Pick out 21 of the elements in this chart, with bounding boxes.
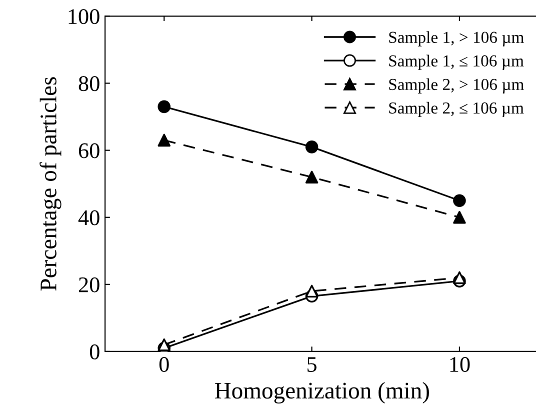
point [305, 284, 318, 298]
y-tick-label: 20 [78, 277, 100, 292]
y-axis-title: Percentage of particles [40, 77, 62, 291]
legend-label: Sample 1, ≤ 106 µm [389, 54, 524, 70]
y-tick-label: 80 [78, 76, 100, 92]
point [305, 170, 318, 184]
point [453, 271, 466, 284]
y-tick-label: 40 [78, 210, 100, 226]
point [158, 338, 171, 352]
x-tick-label: 0 [159, 356, 169, 372]
y-tick-label: 0 [90, 344, 100, 360]
x-tick-label: 10 [450, 356, 470, 372]
legend-label: Sample 1, > 106 µm [389, 31, 524, 46]
point [453, 210, 466, 224]
legend-label: Sample 2, > 106 µm [389, 78, 524, 94]
legend-label: Sample 2, ≤ 106 µm [389, 102, 524, 118]
point [158, 134, 171, 147]
x-tick-label: 5 [308, 357, 316, 372]
y-tick-label: 100 [68, 9, 100, 24]
y-tick-label: 60 [78, 143, 100, 158]
x-axis-title: Homogenization (min) [214, 382, 429, 404]
